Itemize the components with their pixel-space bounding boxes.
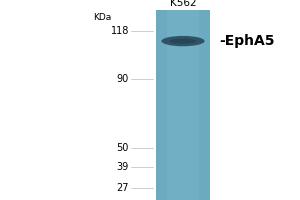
Text: -EphA5: -EphA5: [219, 34, 274, 48]
Ellipse shape: [169, 38, 196, 44]
Text: 118: 118: [111, 26, 129, 36]
Text: 27: 27: [116, 183, 129, 193]
Ellipse shape: [161, 36, 205, 46]
Text: 50: 50: [117, 143, 129, 153]
Bar: [167, 10, 199, 200]
Text: 90: 90: [117, 74, 129, 84]
Text: K562: K562: [170, 0, 196, 8]
Text: KDa: KDa: [93, 13, 111, 22]
Text: 39: 39: [117, 162, 129, 172]
Bar: [156, 10, 210, 200]
